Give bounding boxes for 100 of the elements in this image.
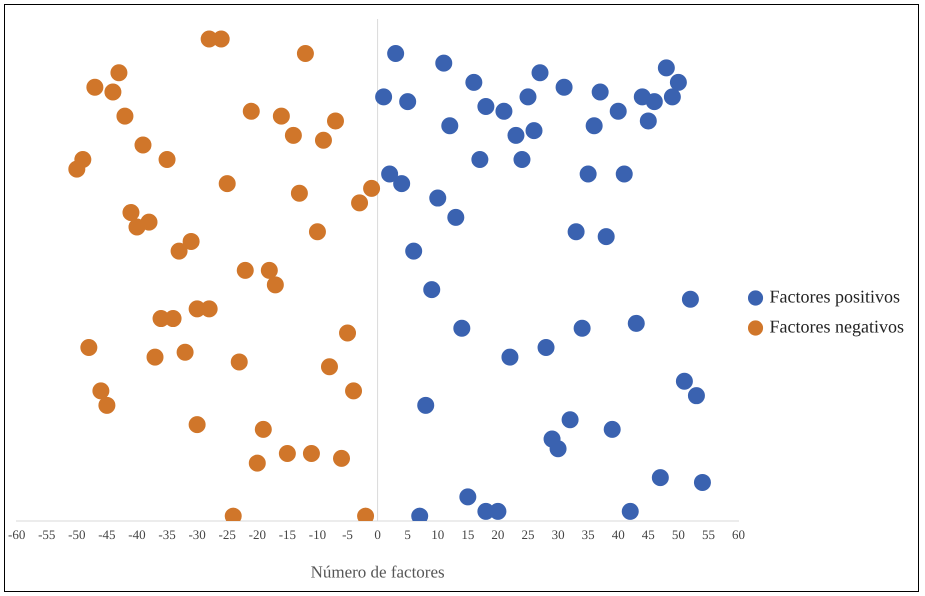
- x-tick-label: -15: [278, 527, 296, 542]
- point: [92, 382, 110, 400]
- point: [435, 54, 452, 72]
- point: [158, 151, 176, 168]
- x-tick-label: 0: [374, 527, 381, 542]
- point: [586, 117, 603, 134]
- point: [441, 117, 458, 134]
- point: [676, 372, 693, 390]
- point: [513, 151, 530, 168]
- point: [170, 242, 188, 260]
- x-tick-label: -10: [308, 527, 326, 542]
- point: [562, 411, 579, 428]
- x-tick-label: 20: [491, 527, 504, 542]
- point: [610, 102, 627, 120]
- point: [236, 262, 254, 279]
- point: [254, 420, 272, 438]
- point: [351, 194, 368, 212]
- point: [188, 416, 206, 434]
- point: [616, 165, 633, 182]
- point: [387, 44, 404, 62]
- x-tick-label: 10: [431, 527, 444, 542]
- x-tick-label: -20: [248, 527, 266, 542]
- point: [339, 324, 356, 342]
- x-tick-label: 40: [612, 527, 625, 542]
- point: [375, 88, 392, 106]
- point: [290, 184, 308, 202]
- point: [80, 338, 98, 356]
- point: [284, 126, 302, 144]
- point: [278, 445, 296, 462]
- point: [652, 469, 669, 486]
- point: [429, 190, 446, 207]
- point: [272, 108, 290, 125]
- x-tick-label: 55: [702, 527, 715, 542]
- point: [248, 454, 266, 472]
- x-tick-label: -5: [342, 527, 353, 542]
- x-tick-label: 15: [461, 527, 474, 542]
- x-tick-label: 35: [582, 527, 595, 542]
- point: [604, 420, 621, 438]
- point: [218, 175, 236, 192]
- x-tick-label: -50: [68, 527, 86, 542]
- point: [345, 382, 362, 400]
- x-tick-label: -25: [218, 527, 236, 542]
- point: [326, 112, 344, 130]
- point: [646, 93, 663, 110]
- x-tick-label: 30: [552, 527, 565, 542]
- point: [128, 218, 146, 236]
- point: [116, 108, 134, 125]
- point: [320, 358, 338, 376]
- point: [176, 344, 194, 361]
- legend-label: Factores negativos: [770, 316, 904, 337]
- point: [580, 165, 597, 182]
- point: [694, 474, 711, 491]
- x-tick-label: -35: [158, 527, 176, 542]
- point: [393, 175, 410, 192]
- point: [550, 440, 567, 458]
- point: [465, 74, 482, 91]
- point: [230, 353, 248, 370]
- point: [266, 276, 284, 294]
- point: [86, 78, 104, 96]
- x-tick-label: 50: [672, 527, 685, 542]
- legend-label: Factores positivos: [770, 286, 900, 307]
- point: [134, 136, 152, 154]
- point: [260, 262, 278, 279]
- point: [526, 122, 543, 140]
- x-axis-title: Número de factores: [310, 562, 445, 582]
- point: [381, 165, 398, 182]
- point: [314, 132, 332, 149]
- point: [453, 320, 470, 337]
- x-tick-label: -55: [38, 527, 56, 542]
- point: [308, 223, 326, 240]
- point: [447, 208, 464, 226]
- x-tick-label: 5: [404, 527, 411, 542]
- point: [568, 223, 585, 240]
- point: [74, 151, 92, 168]
- x-tick-label: -30: [188, 527, 206, 542]
- point: [104, 84, 122, 101]
- point: [598, 228, 615, 246]
- point: [592, 84, 609, 101]
- point: [296, 44, 314, 62]
- point: [363, 180, 380, 197]
- point: [658, 59, 675, 76]
- x-tick-label: 25: [521, 527, 534, 542]
- point: [405, 242, 422, 260]
- point: [519, 88, 536, 106]
- point: [471, 151, 488, 168]
- point: [182, 232, 200, 250]
- x-tick-label: -40: [128, 527, 146, 542]
- point: [423, 281, 440, 298]
- point: [477, 98, 494, 115]
- point: [538, 338, 555, 356]
- point: [628, 314, 645, 332]
- point: [98, 396, 116, 414]
- x-tick-label: 60: [732, 527, 746, 542]
- point: [574, 320, 591, 337]
- point: [556, 78, 573, 96]
- point: [333, 450, 350, 467]
- x-tick-label: -45: [98, 527, 116, 542]
- point: [664, 88, 681, 106]
- point: [242, 102, 260, 120]
- point: [495, 102, 512, 120]
